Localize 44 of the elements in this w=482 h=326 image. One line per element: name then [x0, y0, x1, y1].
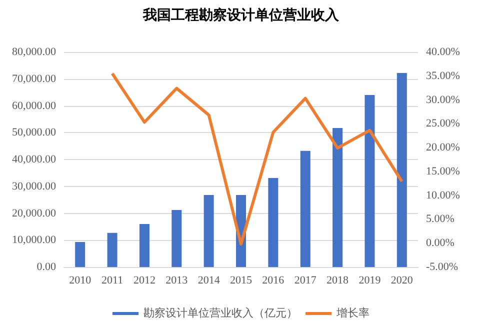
legend-label: 勘察设计单位营业收入（亿元） [144, 306, 298, 320]
y2-tick-label: -5.00% [426, 261, 458, 273]
bar [172, 210, 182, 267]
y-tick-label: 20,000.00 [12, 207, 56, 220]
x-tick-label: 2015 [230, 274, 252, 286]
bar [139, 224, 150, 267]
x-tick-label: 2017 [294, 274, 317, 286]
x-tick-label: 2020 [390, 274, 414, 286]
x-tick-label: 2013 [166, 274, 188, 286]
x-tick-label: 2014 [198, 274, 220, 286]
y-tick-label: 10,000.00 [12, 234, 56, 246]
y2-tick-label: 0.00% [426, 237, 454, 250]
y-tick-label: 70,000.00 [12, 72, 56, 85]
y-tick-label: 60,000.00 [12, 100, 56, 112]
x-tick-label: 2019 [358, 274, 382, 286]
y-tick-label: 80,000.00 [12, 46, 56, 58]
legend-label: 增长率 [336, 306, 370, 320]
bar [107, 232, 118, 267]
y-tick-label: 50,000.00 [12, 126, 56, 139]
y2-tick-label: 5.00% [426, 213, 454, 226]
y2-tick-label: 25.00% [426, 118, 460, 130]
chart-title: 我国工程勘察设计单位营业收入 [142, 6, 340, 24]
x-tick-label: 2010 [69, 274, 92, 286]
y2-tick-label: 30.00% [426, 94, 460, 106]
y-tick-label: 0.00 [36, 261, 56, 273]
y2-tick-label: 40.00% [426, 46, 460, 58]
line-series [110, 72, 404, 246]
bar [75, 242, 86, 267]
y-tick-label: 30,000.00 [12, 180, 56, 192]
bar [204, 194, 214, 267]
bar [332, 128, 343, 267]
y2-tick-label: 20.00% [426, 142, 460, 154]
y2-tick-label: 15.00% [426, 165, 460, 178]
bar [300, 150, 310, 267]
x-tick-label: 2016 [262, 274, 285, 286]
y2-tick-label: 35.00% [426, 70, 460, 82]
y2-tick-label: 10.00% [426, 189, 460, 202]
y-tick-label: 40,000.00 [12, 154, 56, 166]
bar [268, 178, 278, 267]
bar [396, 72, 407, 267]
x-tick-label: 2012 [133, 274, 156, 286]
x-tick-label: 2018 [326, 274, 350, 286]
x-tick-label: 2011 [101, 274, 124, 286]
bar [364, 95, 375, 267]
